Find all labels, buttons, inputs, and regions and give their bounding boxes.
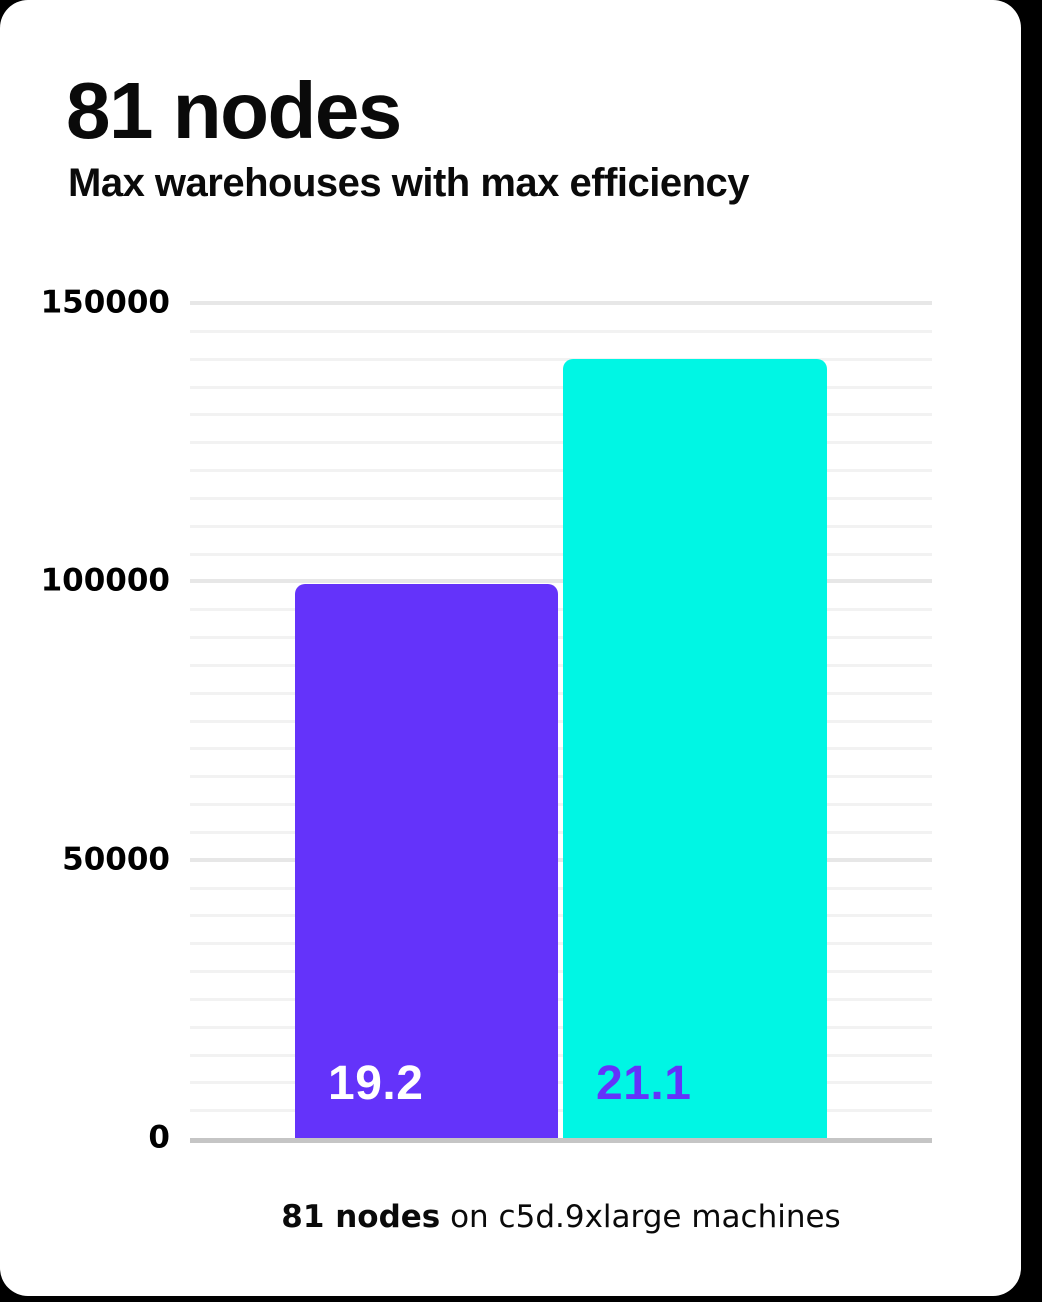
bar-data-label: 19.2 — [328, 1057, 424, 1110]
minor-gridline — [190, 942, 932, 946]
minor-gridline — [190, 385, 932, 389]
page-title: 81 nodes — [66, 66, 402, 155]
minor-gridline — [190, 970, 932, 973]
caption-regular-text: on c5d.9xlarge machines — [440, 1199, 841, 1235]
minor-gridline — [190, 524, 932, 528]
minor-gridline — [190, 1025, 932, 1029]
page-subtitle: Max warehouses with max efficiency — [68, 161, 750, 205]
minor-gridline — [190, 1053, 932, 1057]
caption-bold-text: 81 nodes — [281, 1199, 441, 1235]
y-axis-tick-100000: 100000 — [40, 562, 170, 599]
bar-21.1: 21.1 — [563, 358, 827, 1138]
minor-gridline — [190, 608, 932, 612]
major-gridline — [190, 579, 932, 584]
minor-gridline — [190, 803, 932, 806]
minor-gridline — [190, 719, 932, 723]
major-gridline — [190, 301, 932, 305]
y-axis-tick-50000: 50000 — [62, 841, 170, 878]
minor-gridline — [190, 441, 932, 445]
minor-gridline — [190, 914, 932, 918]
major-gridline — [190, 857, 932, 862]
minor-gridline — [190, 1109, 932, 1113]
minor-gridline — [190, 747, 932, 751]
y-axis-ticks: 150000 100000 50000 0 — [0, 287, 172, 1153]
bar-19.2: 19.2 — [295, 584, 558, 1138]
minor-gridline — [190, 469, 932, 472]
minor-gridline — [190, 413, 932, 417]
gridlines — [190, 301, 932, 1138]
chart-caption: 81 nodes on c5d.9xlarge machines — [190, 1199, 932, 1236]
bar-chart: 150000 100000 50000 0 19.2 21.1 81 nodes on … — [0, 287, 932, 1236]
x-axis-baseline — [190, 1138, 932, 1143]
bar-data-label: 21.1 — [596, 1057, 692, 1110]
minor-gridline — [190, 775, 932, 779]
minor-gridline — [190, 496, 932, 500]
minor-gridline — [190, 329, 932, 333]
y-axis-tick-0: 0 — [148, 1119, 170, 1156]
minor-gridline — [190, 997, 932, 1001]
minor-gridline — [190, 663, 932, 667]
bars: 19.2 21.1 — [190, 303, 932, 1138]
minor-gridline — [190, 1081, 932, 1085]
minor-gridline — [190, 552, 932, 556]
minor-gridline — [190, 830, 932, 834]
minor-gridline — [190, 886, 932, 890]
minor-gridline — [190, 636, 932, 639]
y-axis-tick-150000: 150000 — [40, 284, 170, 321]
minor-gridline — [190, 357, 932, 361]
chart-card: 81 nodes Max warehouses with max efficie… — [0, 0, 1021, 1296]
minor-gridline — [190, 691, 932, 695]
plot-area: 19.2 21.1 — [190, 301, 932, 1143]
